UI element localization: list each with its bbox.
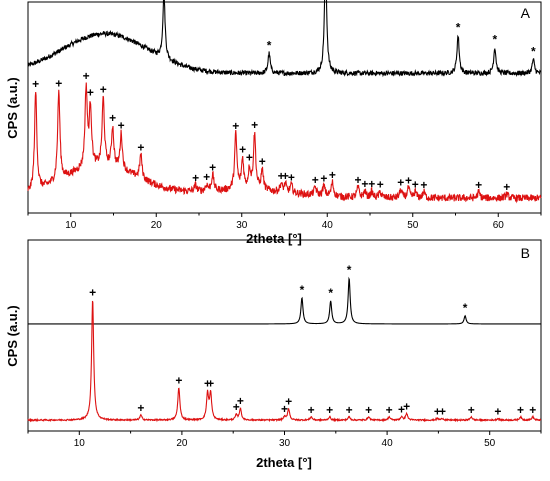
panel-b-ylabel: CPS (a.u.)	[5, 305, 20, 366]
plus-marker: +	[420, 178, 427, 192]
x-tick-label: 50	[484, 438, 496, 449]
plus-marker: +	[405, 174, 412, 188]
plus-marker: +	[204, 376, 211, 390]
plus-marker: +	[468, 403, 475, 417]
panel-a-series	[27, 0, 542, 204]
plus-marker: +	[207, 376, 214, 390]
plus-marker: +	[308, 403, 315, 417]
panel-a-ylabel: CPS (a.u.)	[5, 77, 20, 138]
panel-a-ticks: 10 20 30 40 50 60	[27, 213, 542, 231]
panel-b-letter: B	[521, 245, 530, 261]
plus-marker: +	[517, 403, 524, 417]
plus-marker: +	[329, 168, 336, 182]
star-marker: *	[456, 21, 461, 35]
plus-marker: +	[403, 399, 410, 413]
plus-marker: +	[288, 170, 295, 184]
panel-a: A 2theta [°] CPS (a.u.) 10 20 30 40 50 60 * * *…	[5, 0, 542, 246]
plus-marker: +	[434, 404, 441, 418]
plus-marker: +	[100, 83, 107, 97]
plus-marker: +	[251, 118, 258, 132]
plus-marker: +	[232, 119, 239, 133]
plus-marker: +	[137, 401, 144, 415]
x-tick-label: 40	[382, 438, 394, 449]
star-marker: *	[300, 283, 305, 297]
plus-marker: +	[397, 176, 404, 190]
plus-marker: +	[475, 178, 482, 192]
plus-marker: +	[368, 177, 375, 191]
plus-marker: +	[361, 177, 368, 191]
x-tick-label: 10	[74, 438, 86, 449]
plus-marker: +	[377, 178, 384, 192]
series-line-b-0	[28, 276, 541, 325]
plus-marker: +	[355, 173, 362, 187]
plus-marker: +	[83, 69, 90, 83]
x-tick-label: 40	[322, 220, 334, 231]
x-tick-label: 10	[65, 220, 77, 231]
star-marker: *	[531, 44, 536, 58]
series-line-a-1	[27, 82, 542, 204]
plus-marker: +	[494, 404, 501, 418]
plus-marker: +	[439, 404, 446, 418]
plus-marker: +	[239, 143, 246, 157]
plus-marker: +	[346, 403, 353, 417]
plus-marker: +	[87, 85, 94, 99]
plus-marker: +	[285, 394, 292, 408]
panel-b-ticks: 10 20 30 40 50	[27, 431, 542, 449]
panel-b-series	[27, 276, 542, 423]
panel-b-markers: * ***+++ +++++++ + + + + ++ ++ + + + +	[89, 263, 536, 418]
plus-marker: +	[89, 285, 96, 299]
plus-marker: +	[203, 170, 210, 184]
plus-marker: +	[281, 402, 288, 416]
plus-marker: +	[109, 111, 116, 125]
star-marker: *	[463, 301, 468, 315]
star-marker: *	[267, 38, 272, 52]
plus-marker: +	[259, 155, 266, 169]
series-line-a-0	[27, 0, 542, 78]
x-tick-label: 20	[176, 438, 188, 449]
plus-marker: +	[365, 403, 372, 417]
panel-a-letter: A	[521, 5, 531, 21]
panel-a-xlabel: 2theta [°]	[246, 231, 302, 246]
panel-a-markers: ******++++++++++++++++++++++++++++++++	[32, 21, 536, 194]
plus-marker: +	[326, 403, 333, 417]
plus-marker: +	[192, 171, 199, 185]
plus-marker: +	[246, 151, 253, 165]
series-line-b-1	[27, 300, 542, 423]
plus-marker: +	[412, 177, 419, 191]
plus-marker: +	[209, 160, 216, 174]
x-tick-label: 30	[236, 220, 248, 231]
plus-marker: +	[386, 403, 393, 417]
panel-b: B 2theta [°] CPS (a.u.) 10 20 30 40 50 * * * * +…	[5, 239, 542, 470]
plus-marker: +	[398, 402, 405, 416]
plus-marker: +	[529, 403, 536, 417]
x-tick-label: 20	[151, 220, 163, 231]
plus-marker: +	[32, 77, 39, 91]
plus-marker: +	[175, 373, 182, 387]
star-marker: *	[492, 33, 497, 47]
plus-marker: +	[282, 169, 289, 183]
plus-marker: +	[320, 171, 327, 185]
plus-marker: +	[55, 77, 62, 91]
panel-b-xlabel: 2theta [°]	[256, 455, 312, 470]
x-tick-label: 50	[407, 220, 419, 231]
plus-marker: +	[312, 173, 319, 187]
plus-marker: +	[233, 400, 240, 414]
star-marker: *	[347, 263, 352, 277]
star-marker: *	[328, 286, 333, 300]
plus-marker: +	[137, 140, 144, 154]
plus-marker: +	[278, 169, 285, 183]
plus-marker: +	[237, 394, 244, 408]
x-tick-label: 60	[493, 220, 505, 231]
plus-marker: +	[118, 119, 125, 133]
x-tick-label: 30	[279, 438, 291, 449]
plus-marker: +	[503, 180, 510, 194]
